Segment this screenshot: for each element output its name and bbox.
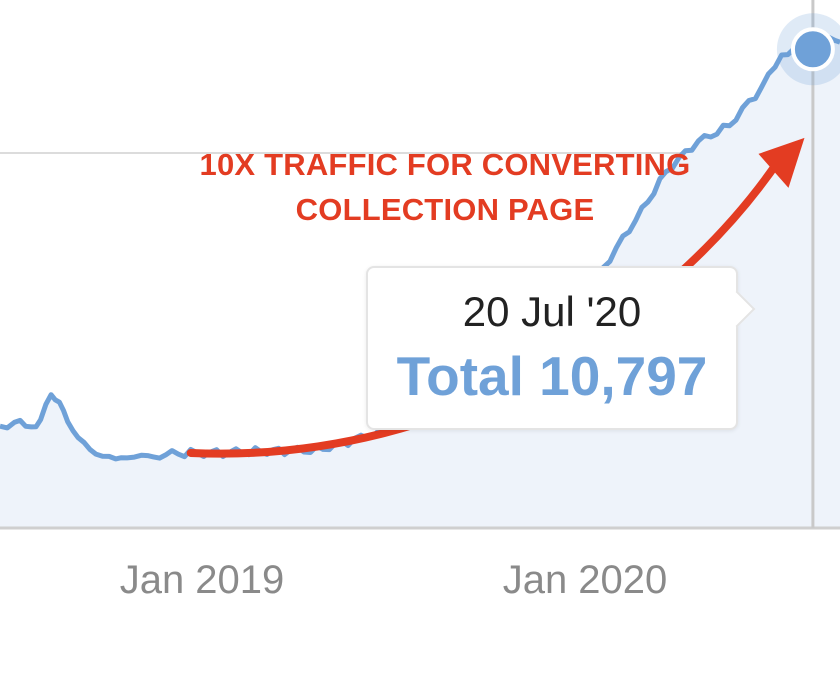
tooltip-total: Total 10,797 [396, 345, 708, 407]
x-tick-label: Jan 2020 [502, 558, 668, 602]
trend-arrowhead [758, 137, 805, 188]
tooltip: 20 Jul '20 Total 10,797 [366, 266, 756, 430]
tooltip-date: 20 Jul '20 [462, 288, 642, 335]
x-tick-label: Jan 2019 [119, 558, 285, 602]
annotation-line-1: 10X TRAFFIC FOR CONVERTING [199, 147, 691, 182]
chart-annotation: 10X TRAFFIC FOR CONVERTING COLLECTION PA… [150, 142, 740, 232]
annotation-line-2: COLLECTION PAGE [295, 192, 595, 227]
axes [0, 0, 840, 530]
hover-marker-point[interactable] [790, 27, 835, 72]
